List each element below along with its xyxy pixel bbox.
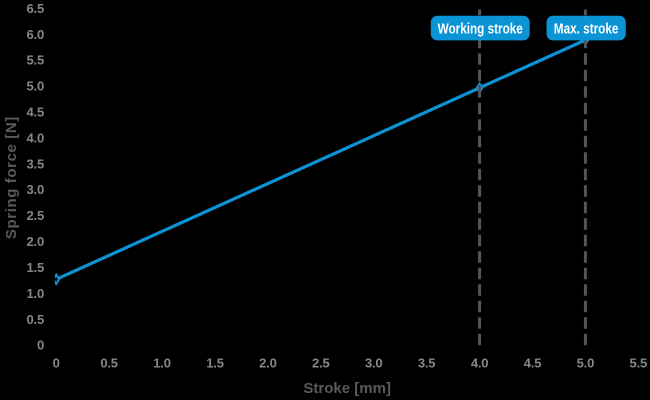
svg-text:6.5: 6.5: [27, 1, 44, 16]
svg-text:6.0: 6.0: [27, 27, 44, 42]
svg-text:5.0: 5.0: [27, 79, 44, 94]
svg-text:2.5: 2.5: [27, 208, 44, 223]
svg-text:3.0: 3.0: [27, 182, 44, 197]
svg-text:3.0: 3.0: [365, 356, 382, 371]
svg-text:2.0: 2.0: [27, 234, 44, 249]
svg-text:0.5: 0.5: [100, 356, 117, 371]
svg-text:0: 0: [37, 338, 44, 353]
svg-text:3.5: 3.5: [418, 356, 435, 371]
svg-text:1.0: 1.0: [153, 356, 170, 371]
svg-text:Working stroke: Working stroke: [438, 20, 523, 36]
svg-text:2.5: 2.5: [312, 356, 329, 371]
svg-text:0: 0: [53, 356, 60, 371]
svg-text:4.0: 4.0: [27, 130, 44, 145]
svg-text:5.0: 5.0: [577, 356, 594, 371]
svg-text:Stroke [mm]: Stroke [mm]: [303, 380, 391, 397]
svg-text:5.5: 5.5: [27, 53, 44, 68]
svg-text:4.5: 4.5: [27, 105, 44, 120]
svg-text:Max. stroke: Max. stroke: [554, 20, 619, 36]
svg-text:5.5: 5.5: [630, 356, 647, 371]
svg-text:0.5: 0.5: [27, 312, 44, 327]
svg-text:4.5: 4.5: [524, 356, 541, 371]
svg-text:1.0: 1.0: [27, 286, 44, 301]
svg-text:4.0: 4.0: [471, 356, 488, 371]
svg-text:2.0: 2.0: [259, 356, 276, 371]
svg-text:3.5: 3.5: [27, 156, 44, 171]
svg-text:1.5: 1.5: [27, 260, 44, 275]
svg-text:Spring force [N]: Spring force [N]: [3, 116, 20, 239]
svg-text:1.5: 1.5: [206, 356, 223, 371]
